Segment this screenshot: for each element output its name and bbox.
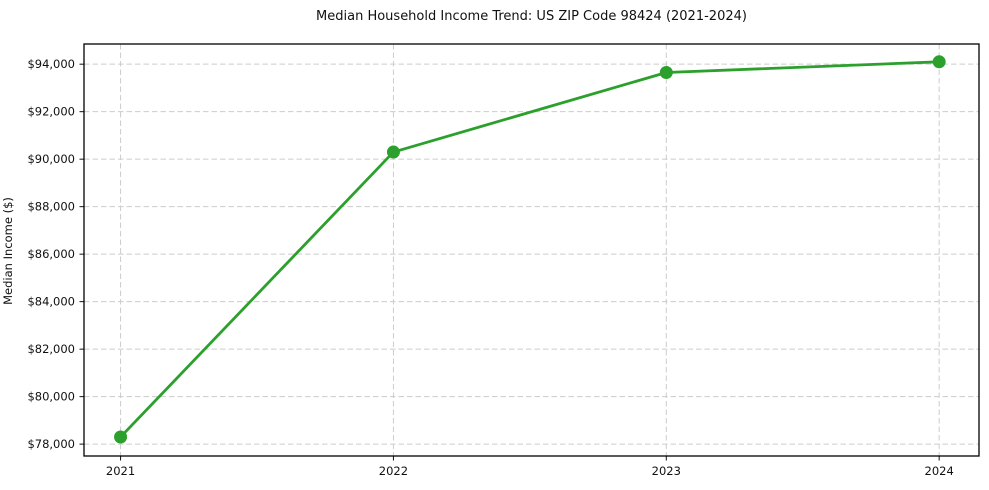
trend-line xyxy=(119,60,941,439)
x-tick-label: 2022 xyxy=(379,464,408,478)
y-tick-label: $82,000 xyxy=(27,342,75,356)
y-tick-label: $90,000 xyxy=(27,152,75,166)
data-point-marker xyxy=(114,430,128,444)
data-point-marker xyxy=(386,145,400,159)
plot-border xyxy=(83,43,980,457)
y-tick-label: $92,000 xyxy=(27,105,75,119)
y-tick-label: $94,000 xyxy=(27,57,75,71)
chart-title: Median Household Income Trend: US ZIP Co… xyxy=(316,9,747,24)
y-tick-label: $80,000 xyxy=(27,390,75,404)
data-point-marker xyxy=(932,55,946,69)
data-point-marker xyxy=(659,65,673,79)
y-tick-label: $86,000 xyxy=(27,247,75,261)
y-tick-label: $84,000 xyxy=(27,295,75,309)
x-tick-label: 2023 xyxy=(652,464,681,478)
x-tick-label: 2021 xyxy=(106,464,135,478)
x-tick-label: 2024 xyxy=(925,464,954,478)
y-tick-label: $78,000 xyxy=(27,437,75,451)
y-tick-label: $88,000 xyxy=(27,200,75,214)
